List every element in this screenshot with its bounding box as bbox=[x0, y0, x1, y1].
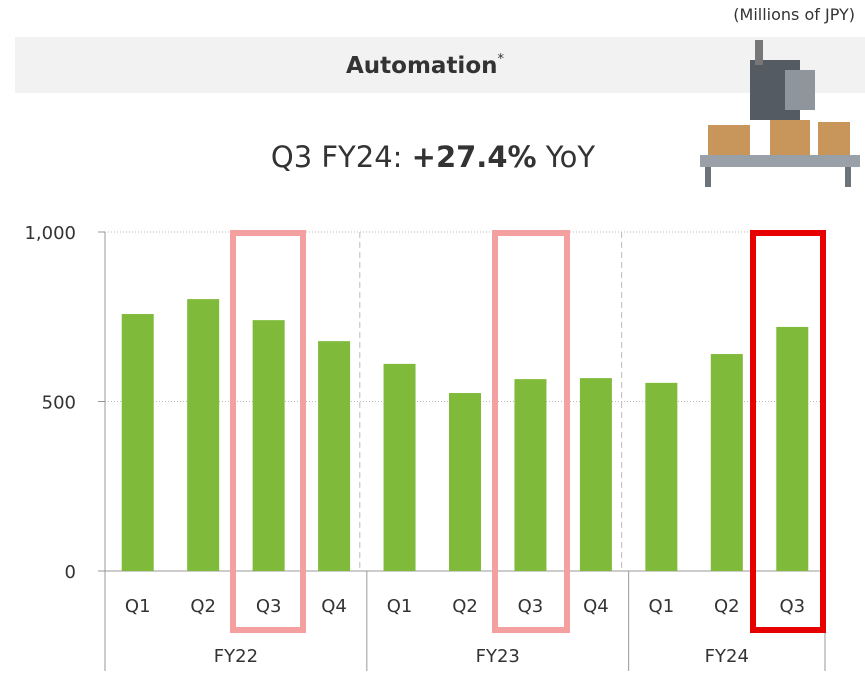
chart: (Millions of JPY) Automation* Q3 FY24: +… bbox=[0, 0, 865, 671]
y-tick-label: 0 bbox=[65, 562, 76, 583]
bar bbox=[384, 364, 416, 571]
x-tick-label: Q1 bbox=[387, 596, 413, 617]
bar bbox=[711, 354, 743, 571]
bar bbox=[645, 383, 677, 571]
y-tick-label: 1,000 bbox=[24, 223, 76, 244]
subtitle-suffix: YoY bbox=[537, 140, 596, 174]
y-tick-label: 500 bbox=[42, 393, 76, 414]
x-tick-label: Q3 bbox=[256, 596, 282, 617]
x-tick-label: Q3 bbox=[779, 596, 805, 617]
bar bbox=[122, 314, 154, 571]
subtitle: Q3 FY24: +27.4% YoY bbox=[271, 140, 596, 174]
bar bbox=[318, 341, 350, 571]
subtitle-prefix: Q3 FY24: bbox=[271, 140, 412, 174]
x-tick-label: Q1 bbox=[125, 596, 151, 617]
x-tick-label: Q4 bbox=[583, 596, 609, 617]
chart-title: Automation* bbox=[346, 52, 505, 79]
group-label: FY24 bbox=[705, 646, 749, 667]
group-label: FY23 bbox=[476, 646, 520, 667]
bar bbox=[580, 378, 612, 571]
bar bbox=[514, 379, 546, 571]
bar bbox=[776, 327, 808, 571]
x-tick-label: Q4 bbox=[321, 596, 347, 617]
group-label: FY22 bbox=[214, 646, 258, 667]
plot-area: 0 500 1,000 Q1 Q2 Q3 Q4 FY22 Q1 Q2 Q3 Q4 FY23 Q1 Q2 Q3 F… bbox=[24, 223, 825, 671]
title-mark: * bbox=[498, 52, 505, 67]
x-tick-label: Q1 bbox=[649, 596, 675, 617]
x-tick-label: Q2 bbox=[714, 596, 740, 617]
unit-note: (Millions of JPY) bbox=[733, 5, 855, 24]
subtitle-emphasis: +27.4% bbox=[412, 140, 537, 174]
bar bbox=[187, 299, 219, 571]
x-tick-label: Q2 bbox=[452, 596, 478, 617]
title-text: Automation bbox=[346, 53, 498, 79]
x-tick-label: Q2 bbox=[190, 596, 216, 617]
x-tick-label: Q3 bbox=[518, 596, 544, 617]
bar bbox=[253, 320, 285, 571]
bar bbox=[449, 393, 481, 571]
